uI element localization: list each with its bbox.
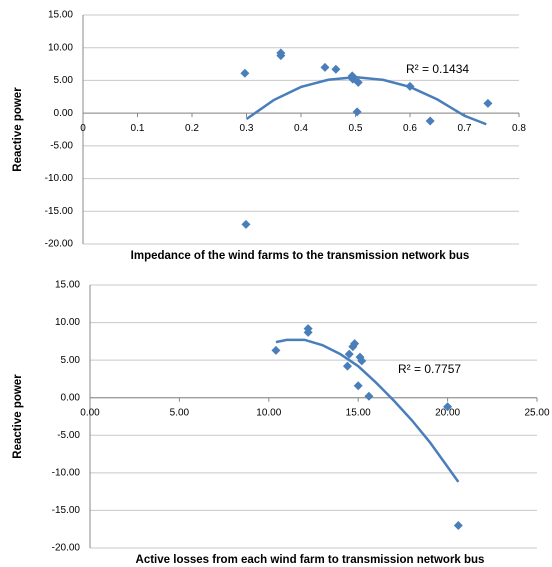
- data-point: [348, 342, 358, 352]
- data-point: [303, 327, 313, 337]
- x-tick-label: 0.1: [131, 123, 145, 134]
- x-tick-label: 0.00: [80, 407, 100, 418]
- y-tick-label: -20.00: [45, 239, 74, 250]
- x-tick-label: 15.00: [346, 407, 371, 418]
- y-tick-label: -10.00: [45, 173, 74, 184]
- data-point: [241, 219, 251, 229]
- data-point: [331, 64, 341, 74]
- x-tick-label: 0.7: [458, 123, 472, 134]
- x-tick-label: 5.00: [170, 407, 190, 418]
- x-axis-title: Impedance of the wind farms to the trans…: [131, 250, 470, 262]
- x-tick-label: 25.00: [524, 407, 549, 418]
- y-tick-label: -15.00: [45, 206, 74, 217]
- trendline: [275, 338, 460, 483]
- x-tick-label: 10.00: [256, 407, 281, 418]
- data-point: [240, 68, 250, 78]
- data-point: [425, 116, 435, 126]
- y-tick-label: 5.00: [61, 355, 81, 366]
- data-point: [443, 402, 453, 412]
- y-tick-label: -15.00: [52, 505, 81, 516]
- x-tick-label: 0.4: [294, 123, 308, 134]
- data-point: [352, 107, 362, 117]
- trendline: [245, 75, 487, 126]
- y-tick-label: 10.00: [48, 42, 73, 53]
- x-tick-label: 0.5: [349, 123, 363, 134]
- y-axis-title: Reactive power: [12, 87, 24, 172]
- x-tick-label: 0.2: [185, 123, 199, 134]
- y-tick-label: -20.00: [52, 543, 81, 554]
- y-tick-label: 15.00: [48, 10, 73, 21]
- y-tick-label: 10.00: [55, 317, 80, 328]
- x-axis-title: Active losses from each wind farm to tra…: [136, 554, 485, 566]
- x-tick-label: 0.8: [512, 123, 526, 134]
- data-point: [453, 520, 463, 530]
- x-tick-label: 0.3: [240, 123, 254, 134]
- data-point: [344, 349, 354, 359]
- data-point: [276, 51, 286, 61]
- y-tick-label: 5.00: [54, 75, 74, 86]
- data-point: [357, 356, 367, 366]
- data-point: [353, 77, 363, 87]
- data-point: [320, 62, 330, 72]
- data-point: [271, 345, 281, 355]
- y-tick-label: 0.00: [54, 108, 74, 119]
- data-point: [364, 391, 374, 401]
- data-point: [353, 381, 363, 391]
- y-tick-label: 15.00: [55, 280, 80, 291]
- y-tick-label: -5.00: [57, 430, 80, 441]
- y-tick-label: 0.00: [61, 392, 81, 403]
- y-tick-label: -5.00: [50, 140, 73, 151]
- x-tick-label: 0: [80, 123, 86, 134]
- y-tick-label: -10.00: [52, 467, 81, 478]
- r-squared-label: R² = 0.1434: [406, 62, 469, 76]
- y-axis-title: Reactive power: [12, 374, 24, 459]
- x-tick-label: 20.00: [435, 407, 460, 418]
- r-squared-label: R² = 0.7757: [398, 362, 461, 376]
- data-point: [342, 361, 352, 371]
- x-tick-label: 0.6: [403, 123, 417, 134]
- data-point: [483, 98, 493, 108]
